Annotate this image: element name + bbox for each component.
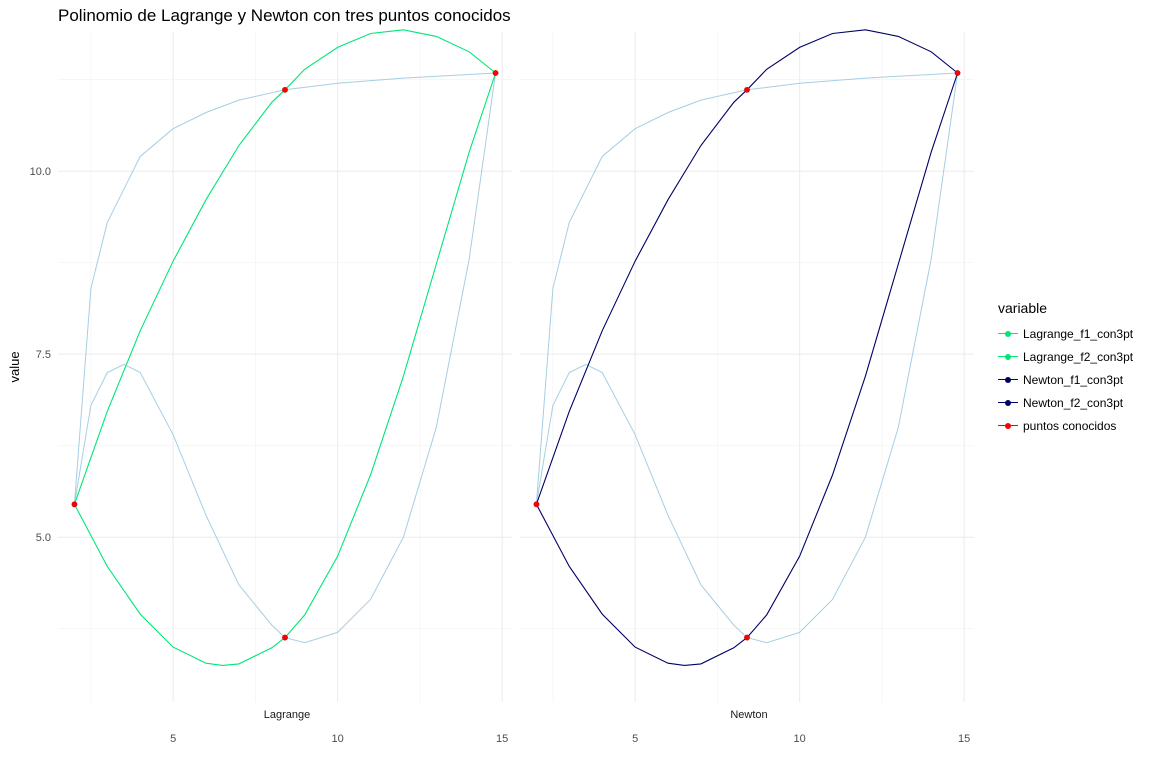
y-axis-title: value xyxy=(7,351,22,382)
y-tick-label: 10.0 xyxy=(30,166,51,178)
legend-label: Lagrange_f2_con3pt xyxy=(1023,349,1134,364)
panel-label: Newton xyxy=(730,709,767,721)
legend-key xyxy=(998,374,1018,386)
panel-grid xyxy=(58,32,512,702)
legend-label: puntos conocidos xyxy=(1023,418,1117,433)
known-point xyxy=(282,634,288,641)
known-point xyxy=(71,501,78,508)
known-point xyxy=(744,634,750,641)
series-line-Lagrange_f2_con3pt xyxy=(535,72,959,644)
legend-key xyxy=(998,397,1018,409)
legend-title: variable xyxy=(998,300,1048,316)
legend-label: Newton_f1_con3pt xyxy=(1023,372,1124,387)
legend-key xyxy=(998,420,1018,432)
series-line-Lagrange_f2_con3pt xyxy=(73,72,497,666)
legend-key xyxy=(998,328,1018,340)
known-point xyxy=(492,70,499,76)
legend-item: Newton_f2_con3pt xyxy=(998,391,1133,414)
series-line-Newton_f1_con3pt xyxy=(73,72,496,505)
x-tick-label: 10 xyxy=(794,733,806,745)
x-tick-label: 5 xyxy=(632,733,638,745)
known-point xyxy=(744,86,750,93)
x-tick-label: 10 xyxy=(332,733,344,745)
panel-grid xyxy=(520,32,974,702)
legend-item: Newton_f1_con3pt xyxy=(998,368,1133,391)
legend-label: Lagrange_f1_con3pt xyxy=(1023,326,1134,341)
legend-item: puntos conocidos xyxy=(998,414,1133,437)
known-point xyxy=(282,86,288,93)
y-tick-label: 7.5 xyxy=(36,349,51,361)
legend-key xyxy=(998,351,1018,363)
known-point xyxy=(533,501,540,508)
series-line-Newton_f1_con3pt xyxy=(535,29,958,505)
legend: variable Lagrange_f1_con3pt Lagrange_f2_c… xyxy=(998,300,1133,437)
legend-items: Lagrange_f1_con3pt Lagrange_f2_con3pt Newt… xyxy=(998,322,1133,437)
x-tick-label: 15 xyxy=(958,733,970,745)
series-line-Lagrange_f1_con3pt xyxy=(73,29,496,505)
series-line-Lagrange_f1_con3pt xyxy=(535,72,958,505)
x-tick-label: 15 xyxy=(496,733,508,745)
series-line-Newton_f2_con3pt xyxy=(73,72,497,644)
y-tick-label: 5.0 xyxy=(36,532,51,544)
chart-title: Polinomio de Lagrange y Newton con tres … xyxy=(58,6,511,25)
series-line-Newton_f2_con3pt xyxy=(535,72,959,666)
legend-item: Lagrange_f1_con3pt xyxy=(998,322,1133,345)
known-point xyxy=(954,70,961,76)
chart-canvas: Lagrange 5 10 15 Newton 5 10 15 5.0 7.5 10.0 value xyxy=(7,29,974,745)
legend-label: Newton_f2_con3pt xyxy=(1023,395,1124,410)
x-tick-label: 5 xyxy=(170,733,176,745)
legend-item: Lagrange_f2_con3pt xyxy=(998,345,1133,368)
panel-label: Lagrange xyxy=(264,709,311,721)
